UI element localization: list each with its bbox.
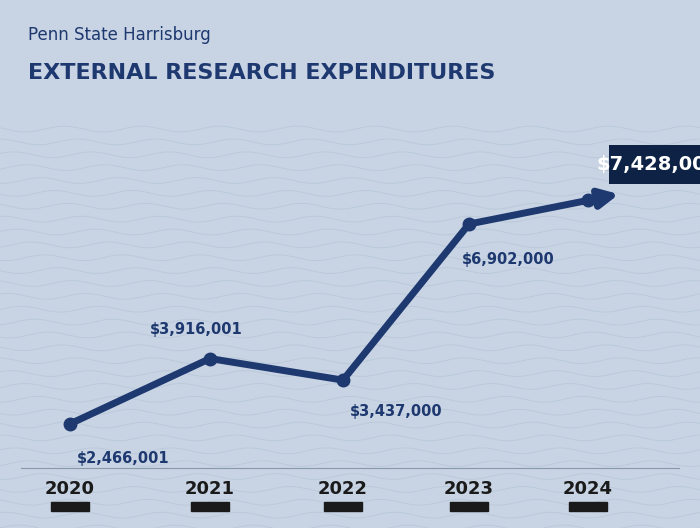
Bar (323, 503, 363, 511)
Text: $6,902,000: $6,902,000 (462, 251, 554, 267)
Text: 2024: 2024 (563, 480, 613, 498)
Bar (190, 503, 229, 511)
Text: 2020: 2020 (45, 480, 95, 498)
Text: 2021: 2021 (185, 480, 235, 498)
Bar (568, 503, 608, 511)
Bar (450, 503, 489, 511)
Text: $7,428,000: $7,428,000 (596, 155, 700, 174)
Text: $3,437,000: $3,437,000 (350, 403, 442, 419)
Text: $3,916,001: $3,916,001 (150, 322, 242, 337)
Text: Penn State Harrisburg: Penn State Harrisburg (28, 25, 211, 43)
Text: EXTERNAL RESEARCH EXPENDITURES: EXTERNAL RESEARCH EXPENDITURES (28, 63, 496, 83)
Bar (51, 503, 90, 511)
FancyBboxPatch shape (609, 145, 700, 184)
Text: $2,466,001: $2,466,001 (77, 451, 169, 466)
Text: 2023: 2023 (444, 480, 494, 498)
Text: 2022: 2022 (318, 480, 368, 498)
